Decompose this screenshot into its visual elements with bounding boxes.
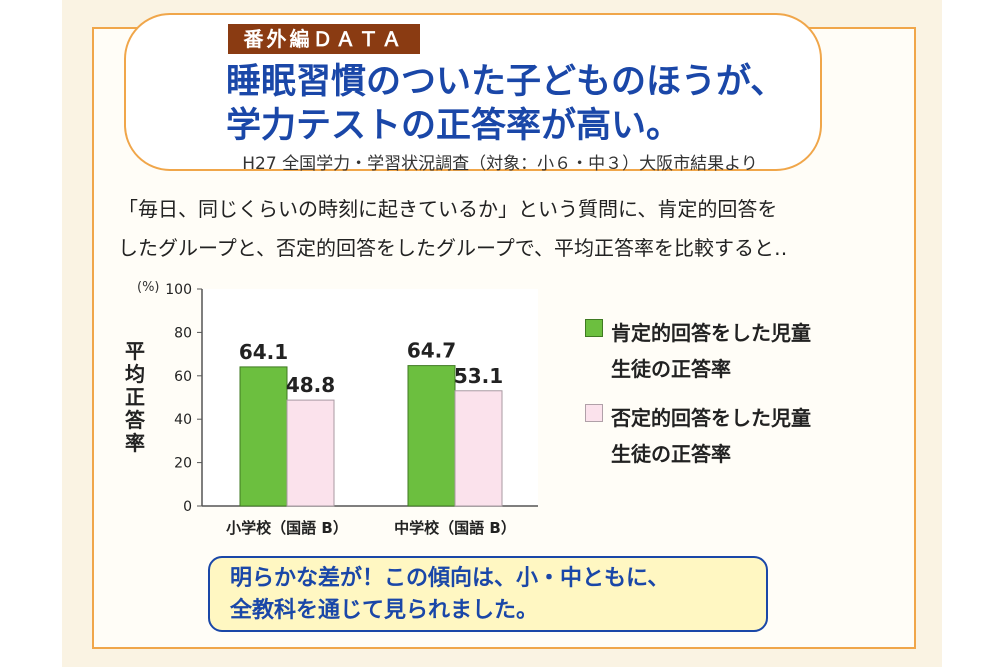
y-axis-title-char: 平 xyxy=(125,339,145,363)
source-note: H27 全国学力・学習状況調査（対象：小６・中３）大阪市結果より xyxy=(242,154,758,174)
headline-line-1: 睡眠習慣のついた子どものほうが、 xyxy=(226,62,786,102)
conclusion-line-1: 明らかな差が！この傾向は、小・中ともに、 xyxy=(230,566,670,591)
bar-value-label: 48.8 xyxy=(286,373,335,397)
y-axis-title-char: 均 xyxy=(125,362,145,386)
intro-text: 「毎日、同じくらいの時刻に起きているか」という質問に、肯定的回答を したグループ… xyxy=(118,190,878,268)
y-unit-label: (%) xyxy=(137,280,160,295)
headline-line-2: 学力テストの正答率が高い。 xyxy=(226,106,682,146)
conclusion-line-2: 全教科を通じて見られました。 xyxy=(230,598,539,623)
header-box xyxy=(124,13,822,171)
y-tick-label: 0 xyxy=(183,499,192,515)
y-tick-label: 80 xyxy=(174,325,192,341)
y-axis-title-char: 正 xyxy=(125,385,145,409)
legend-swatch-positive xyxy=(585,319,603,337)
y-tick-label: 60 xyxy=(174,369,192,385)
bar-positive xyxy=(407,365,456,507)
data-badge: 番外編ＤＡＴＡ xyxy=(228,24,420,54)
intro-line-1: 「毎日、同じくらいの時刻に起きているか」という質問に、肯定的回答を xyxy=(118,197,778,221)
category-label: 中学校（国語 B） xyxy=(394,519,516,537)
intro-line-2: したグループと、否定的回答をしたグループで、平均正答率を比較すると‥ xyxy=(118,236,788,260)
y-axis-title-char: 答 xyxy=(125,408,146,432)
conclusion-box: 明らかな差が！この傾向は、小・中ともに、 全教科を通じて見られました。 xyxy=(208,556,768,632)
legend-positive-line-2: 生徒の正答率 xyxy=(611,357,731,381)
legend-negative-line-1: 否定的回答をした児童 xyxy=(611,406,811,430)
y-axis-title-char: 率 xyxy=(125,431,145,455)
bar-negative xyxy=(454,390,503,507)
bar-value-label: 53.1 xyxy=(454,364,503,388)
legend-label-negative: 否定的回答をした児童 生徒の正答率 xyxy=(611,400,871,472)
legend-negative-line-2: 生徒の正答率 xyxy=(611,442,731,466)
category-label: 小学校（国語 B） xyxy=(226,519,348,537)
conclusion-text: 明らかな差が！この傾向は、小・中ともに、 全教科を通じて見られました。 xyxy=(230,563,760,627)
y-tick-label: 40 xyxy=(174,412,192,428)
headline: 睡眠習慣のついた子どものほうが、 学力テストの正答率が高い。 xyxy=(226,60,826,148)
legend-label-positive: 肯定的回答をした児童 生徒の正答率 xyxy=(611,315,871,387)
bar-positive xyxy=(239,366,288,507)
y-tick-label: 20 xyxy=(174,456,192,472)
y-tick-label: 100 xyxy=(165,282,192,298)
bar-value-label: 64.1 xyxy=(239,340,288,364)
legend-positive-line-1: 肯定的回答をした児童 xyxy=(611,321,811,345)
legend-swatch-negative xyxy=(585,404,603,422)
bar-negative xyxy=(286,399,335,507)
bar-value-label: 64.7 xyxy=(407,339,456,363)
